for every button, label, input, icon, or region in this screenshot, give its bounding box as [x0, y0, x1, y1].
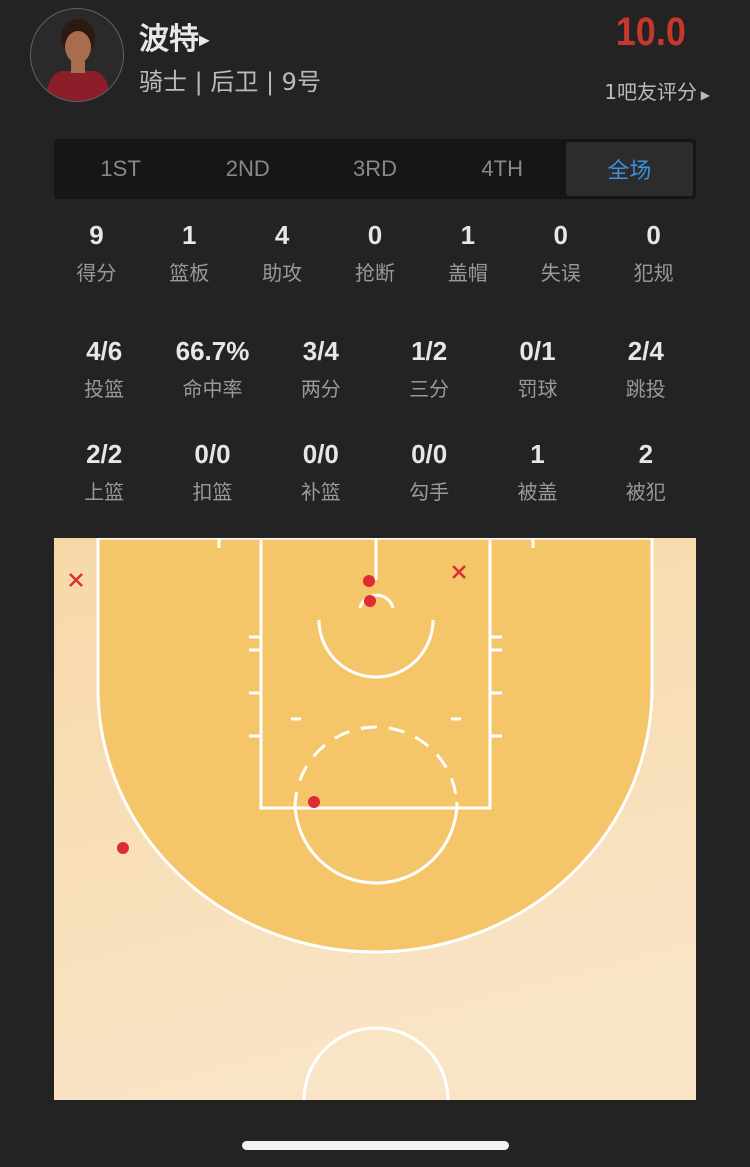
stat-label: 勾手	[409, 480, 450, 504]
restricted-arc	[358, 593, 395, 609]
stat-shooting_stats-0: 4/6 投篮	[50, 336, 158, 402]
made-shot-marker	[117, 842, 129, 854]
stat-shot_types-2: 0/0 补篮	[267, 439, 375, 505]
stat-shooting_stats-1: 66.7% 命中率	[158, 336, 266, 402]
paint-lane	[259, 540, 492, 810]
stat-basic_stats-3: 0 抢断	[329, 220, 422, 286]
stat-value: 0/0	[411, 439, 448, 469]
stat-label: 篮板	[169, 261, 210, 285]
missed-shot-marker	[452, 565, 466, 579]
stat-value: 0/1	[519, 336, 556, 366]
three-point-line	[96, 538, 654, 954]
stat-label: 失误	[540, 261, 581, 285]
shot-types-row: 2/2 上篮 0/0 扣篮 0/0 补篮 0/0 勾手 1 被盖 2 被犯	[50, 439, 700, 505]
tab-3rd[interactable]: 3RD	[353, 156, 398, 181]
home-indicator	[242, 1141, 509, 1150]
free-throw-circle-bottom	[293, 801, 459, 885]
stat-basic_stats-6: 0 犯规	[607, 220, 700, 286]
missed-shot-marker	[69, 573, 83, 587]
tab-4th[interactable]: 4TH	[481, 156, 523, 181]
made-shot-marker	[364, 595, 376, 607]
stat-value: 0	[646, 220, 661, 250]
stat-shot_types-1: 0/0 扣篮	[158, 439, 266, 505]
stat-value: 1	[182, 220, 197, 250]
stat-label: 三分	[409, 377, 450, 401]
stat-value: 2/4	[627, 336, 664, 366]
player-avatar[interactable]	[30, 8, 124, 102]
made-shot-marker	[363, 575, 375, 587]
tab-2nd[interactable]: 2ND	[225, 156, 270, 181]
stat-shot_types-0: 2/2 上篮	[50, 439, 158, 505]
stat-value: 0/0	[194, 439, 231, 469]
period-tabs: 1ST 2ND 3RD 4TH 全场	[54, 139, 696, 199]
stat-label: 犯规	[633, 261, 674, 285]
player-name-text: 波特	[139, 22, 199, 57]
tab-1st[interactable]: 1ST	[100, 156, 141, 181]
rating-link-text: 1吧友评分	[604, 80, 697, 104]
player-team-info: 骑士 | 后卫 | 9号	[139, 68, 321, 96]
play-arrow-icon: ▶	[696, 88, 710, 102]
stat-shot_types-5: 2 被犯	[592, 439, 700, 505]
stat-label: 两分	[300, 377, 341, 401]
basic-stats-row: 9 得分 1 篮板 4 助攻 0 抢断 1 盖帽 0 失误 0 犯规	[50, 220, 700, 286]
stat-label: 命中率	[182, 377, 243, 401]
rating-link[interactable]: 1吧友评分 ▶	[604, 76, 710, 105]
stat-shooting_stats-4: 0/1 罚球	[483, 336, 591, 402]
stat-label: 抢断	[355, 261, 395, 285]
stat-shot_types-4: 1 被盖	[483, 439, 591, 505]
lane-hash-marks	[249, 635, 502, 738]
stat-basic_stats-5: 0 失误	[514, 220, 607, 286]
stat-value: 1	[460, 220, 476, 250]
stat-label: 扣篮	[192, 480, 233, 504]
tab-full-game[interactable]: 全场	[565, 142, 694, 196]
stat-label: 被犯	[625, 480, 666, 504]
stat-value: 66.7%	[175, 336, 250, 366]
free-throw-circle-top	[293, 725, 459, 809]
shot-chart	[54, 538, 696, 1100]
stat-value: 0	[367, 220, 383, 250]
stat-shot_types-3: 0/0 勾手	[375, 439, 483, 505]
stat-value: 4/6	[86, 336, 123, 366]
player-rating: 10.0	[615, 10, 686, 54]
stat-shooting_stats-5: 2/4 跳投	[592, 336, 700, 402]
stat-basic_stats-4: 1 盖帽	[421, 220, 514, 286]
stat-basic_stats-0: 9 得分	[50, 220, 143, 286]
stat-shooting_stats-3: 1/2 三分	[375, 336, 483, 402]
stat-label: 跳投	[625, 377, 666, 401]
stat-value: 1/2	[411, 336, 448, 366]
stat-shooting_stats-2: 3/4 两分	[267, 336, 375, 402]
inner-arc	[317, 619, 435, 679]
stat-value: 4	[274, 220, 290, 250]
stat-label: 被盖	[517, 480, 558, 504]
stat-label: 助攻	[262, 261, 303, 285]
stat-label: 罚球	[517, 377, 558, 401]
stat-value: 2/2	[86, 439, 123, 469]
shooting-stats-row: 4/6 投篮 66.7% 命中率 3/4 两分 1/2 三分 0/1 罚球 2/4 跳投	[50, 336, 700, 402]
stat-label: 上篮	[84, 480, 125, 504]
stat-value: 1	[530, 439, 545, 469]
stat-basic_stats-2: 4 助攻	[236, 220, 329, 286]
stat-label: 补篮	[300, 480, 341, 504]
play-arrow-icon: ▶	[199, 32, 210, 49]
stat-label: 得分	[76, 261, 117, 285]
stat-value: 3/4	[302, 336, 339, 366]
center-circle	[302, 1026, 450, 1100]
player-name[interactable]: 波特▶	[139, 14, 210, 58]
stat-basic_stats-1: 1 篮板	[143, 220, 236, 286]
stat-value: 2	[638, 439, 654, 469]
stat-value: 0/0	[302, 439, 339, 469]
stat-value: 0	[553, 220, 568, 250]
court-marks	[217, 538, 535, 721]
stat-label: 盖帽	[447, 261, 488, 285]
stat-label: 投篮	[84, 377, 125, 401]
stat-value: 9	[89, 220, 104, 250]
made-shot-marker	[308, 796, 320, 808]
